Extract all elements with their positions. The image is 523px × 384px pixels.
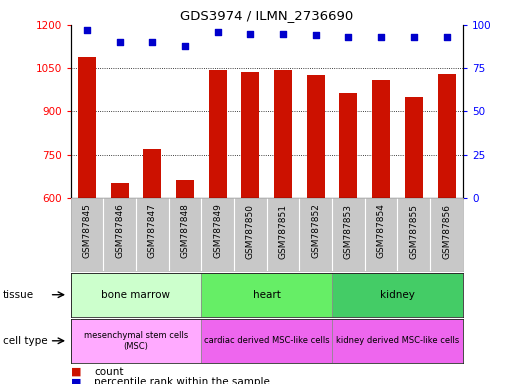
Text: bone marrow: bone marrow	[101, 290, 170, 300]
Text: GSM787845: GSM787845	[83, 204, 92, 258]
Text: percentile rank within the sample: percentile rank within the sample	[94, 377, 270, 384]
Point	[148, 39, 156, 45]
Bar	[71, 319, 201, 363]
Text: ■: ■	[71, 377, 81, 384]
Point	[116, 39, 124, 45]
Text: GSM787855: GSM787855	[410, 204, 418, 258]
Bar	[332, 319, 463, 363]
Text: GSM787847: GSM787847	[148, 204, 157, 258]
Text: kidney derived MSC-like cells: kidney derived MSC-like cells	[336, 336, 459, 345]
Bar	[405, 97, 423, 198]
Bar	[201, 273, 332, 317]
Text: GSM787852: GSM787852	[311, 204, 320, 258]
Text: GSM787848: GSM787848	[180, 204, 189, 258]
Bar	[209, 70, 226, 198]
Text: GSM787856: GSM787856	[442, 204, 451, 258]
Point	[246, 30, 255, 36]
Point	[442, 34, 451, 40]
Bar	[143, 149, 161, 198]
Bar	[242, 73, 259, 198]
Point	[279, 30, 287, 36]
Bar	[71, 273, 201, 317]
Text: heart: heart	[253, 290, 281, 300]
Text: kidney: kidney	[380, 290, 415, 300]
Point	[83, 27, 91, 33]
Point	[312, 32, 320, 38]
Text: GSM787851: GSM787851	[279, 204, 288, 258]
Bar	[332, 273, 463, 317]
Bar	[438, 74, 456, 198]
Text: mesenchymal stem cells
(MSC): mesenchymal stem cells (MSC)	[84, 331, 188, 351]
Text: count: count	[94, 367, 123, 377]
Text: GSM787853: GSM787853	[344, 204, 353, 258]
Bar	[176, 180, 194, 198]
Point	[344, 34, 353, 40]
Text: cardiac derived MSC-like cells: cardiac derived MSC-like cells	[204, 336, 329, 345]
Text: GSM787850: GSM787850	[246, 204, 255, 258]
Title: GDS3974 / ILMN_2736690: GDS3974 / ILMN_2736690	[180, 9, 354, 22]
Text: tissue: tissue	[3, 290, 34, 300]
Text: ■: ■	[71, 367, 81, 377]
Bar	[274, 70, 292, 198]
Bar	[307, 75, 325, 198]
Bar	[78, 56, 96, 198]
Point	[181, 43, 189, 49]
Text: GSM787846: GSM787846	[115, 204, 124, 258]
Point	[377, 34, 385, 40]
Text: cell type: cell type	[3, 336, 47, 346]
Bar	[111, 184, 129, 198]
Text: GSM787854: GSM787854	[377, 204, 385, 258]
Point	[410, 34, 418, 40]
Text: GSM787849: GSM787849	[213, 204, 222, 258]
Bar	[339, 93, 357, 198]
Bar	[372, 79, 390, 198]
Point	[213, 29, 222, 35]
Bar	[201, 319, 332, 363]
